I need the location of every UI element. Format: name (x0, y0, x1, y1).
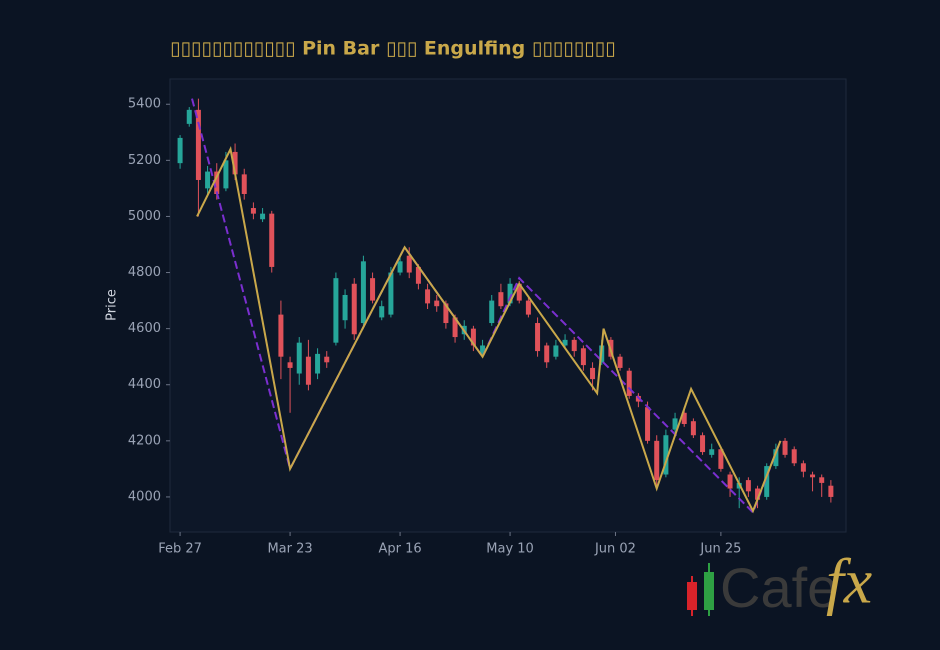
candle-body (562, 339, 568, 346)
candle-body (654, 440, 660, 481)
candle-body (810, 474, 816, 478)
y-tick-label: 5200 (128, 153, 161, 168)
candle-body (764, 466, 770, 497)
x-tick-label: May 10 (486, 542, 534, 557)
x-tick-label: Mar 23 (267, 542, 312, 557)
x-tick-label: Apr 16 (378, 542, 421, 557)
candle-body (186, 109, 192, 124)
candle-body (516, 283, 522, 301)
candle-body (214, 171, 220, 195)
candle-body (507, 283, 513, 304)
candle-body (571, 339, 577, 352)
candle-body (388, 272, 394, 315)
candle-body (324, 356, 330, 363)
candle-body (709, 449, 715, 455)
zigzag-line (196, 146, 782, 514)
candle-body (342, 294, 348, 321)
candle-body (544, 345, 550, 363)
candle-body (278, 314, 284, 357)
candle-body (425, 289, 431, 304)
candle-body (535, 323, 541, 352)
y-tick-label: 5400 (128, 97, 161, 112)
candle-body (434, 300, 440, 307)
x-tick-label: Jun 02 (594, 542, 636, 557)
candle-body (645, 407, 651, 441)
candle-body (553, 345, 559, 357)
candle-body (241, 174, 247, 195)
candle-body (782, 440, 788, 455)
logo-accent: fx (826, 546, 872, 617)
candle-body (360, 261, 366, 324)
candle-body (745, 480, 751, 492)
candle-body (177, 137, 183, 164)
candle-body (370, 278, 376, 301)
candle-body (498, 292, 504, 307)
candle-body (663, 435, 669, 475)
x-tick-label: Jun 25 (699, 542, 741, 557)
candle-body (397, 261, 403, 273)
candle-body (415, 266, 421, 284)
candle-body (406, 255, 412, 273)
y-tick-label: 4000 (128, 489, 161, 504)
chart-title: ▯▯▯▯▯▯▯▯▯▯▯▯ Pin Bar ▯▯▯ Engulfing ▯▯▯▯▯… (170, 38, 616, 60)
y-tick-label: 5000 (128, 209, 161, 224)
candle-body (315, 353, 321, 374)
candle-body (489, 300, 495, 324)
y-tick-label: 4800 (128, 265, 161, 280)
candle-body (828, 485, 834, 497)
candle-body (296, 342, 302, 374)
candle-body (232, 151, 238, 175)
candle-body (590, 367, 596, 380)
candle-body (333, 278, 339, 343)
candle-body (269, 213, 275, 267)
x-tick-label: Feb 27 (158, 542, 202, 557)
candle-body (351, 283, 357, 335)
logo-text: Cafe (720, 556, 838, 619)
candle-body (580, 348, 586, 366)
candle-body (223, 160, 229, 189)
y-tick-label: 4200 (128, 433, 161, 448)
logo: Cafe fx (687, 546, 872, 619)
candle-body (700, 435, 706, 453)
candle-body (287, 362, 293, 368)
candle-body (718, 449, 724, 469)
candle-body (800, 463, 806, 472)
candle-body (626, 370, 632, 396)
y-tick-label: 4400 (128, 377, 161, 392)
candle-body (443, 303, 449, 324)
candle-body (480, 345, 486, 354)
candle-body (755, 488, 761, 500)
candle-body (205, 171, 211, 189)
candle-body (379, 306, 385, 318)
y-tick-label: 4600 (128, 321, 161, 336)
candle-body (250, 208, 256, 214)
candle-body (690, 421, 696, 436)
candle-body (260, 213, 266, 220)
candle-body (452, 317, 458, 338)
candle-body (195, 109, 201, 180)
candle-body (791, 449, 797, 464)
candle-body (773, 449, 779, 467)
candle-body (617, 356, 623, 368)
y-axis-label: Price (105, 289, 120, 321)
candle-body (470, 328, 476, 346)
candle-body (525, 300, 531, 315)
candle-body (681, 412, 687, 425)
candle-body (672, 418, 678, 430)
candle-body (819, 477, 825, 483)
candle-body (727, 474, 733, 489)
candle-body (305, 356, 311, 385)
